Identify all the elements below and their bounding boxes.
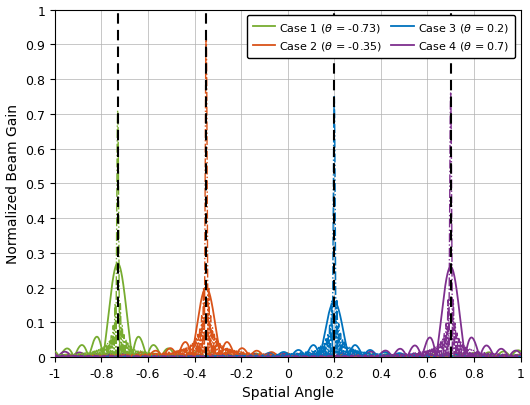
- Case 2 ($\theta$ = -0.35): [348, 354, 354, 359]
- Case 2 ($\theta$ = -0.35): [397, 353, 403, 358]
- Case 2 ($\theta$ = -0.35): [57, 355, 64, 360]
- Case 4 ($\theta$ = 0.7): [327, 352, 333, 357]
- Line: Case 4 ($\theta$ = 0.7): Case 4 ($\theta$ = 0.7): [55, 267, 520, 357]
- Case 2 ($\theta$ = -0.35): [220, 344, 227, 349]
- Case 1 ($\theta$ = -0.73): [75, 346, 82, 351]
- Line: Case 1 ($\theta$ = -0.73): Case 1 ($\theta$ = -0.73): [55, 264, 520, 357]
- Case 4 ($\theta$ = 0.7): [220, 352, 227, 357]
- Case 3 ($\theta$ = 0.2): [397, 351, 403, 356]
- Case 1 ($\theta$ = -0.73): [422, 354, 428, 358]
- Case 4 ($\theta$ = 0.7): [422, 344, 428, 349]
- Case 2 ($\theta$ = -0.35): [328, 352, 334, 357]
- Case 1 ($\theta$ = -0.73): [56, 355, 63, 360]
- Line: Case 2 ($\theta$ = -0.35): Case 2 ($\theta$ = -0.35): [55, 288, 520, 357]
- Case 1 ($\theta$ = -0.73): [328, 352, 334, 357]
- Case 1 ($\theta$ = -0.73): [517, 349, 524, 354]
- Legend: Case 1 ($\theta$ = -0.73), Case 2 ($\theta$ = -0.35), Case 3 ($\theta$ = 0.2), C: Case 1 ($\theta$ = -0.73), Case 2 ($\the…: [247, 16, 515, 59]
- Case 3 ($\theta$ = 0.2): [422, 353, 428, 358]
- Case 3 ($\theta$ = 0.2): [327, 305, 333, 310]
- Case 1 ($\theta$ = -0.73): [114, 261, 121, 266]
- Case 4 ($\theta$ = 0.7): [51, 351, 58, 356]
- Case 4 ($\theta$ = 0.7): [55, 355, 61, 360]
- Case 3 ($\theta$ = 0.2): [220, 352, 227, 357]
- Case 4 ($\theta$ = 0.7): [348, 353, 354, 358]
- Case 2 ($\theta$ = -0.35): [51, 352, 58, 357]
- Case 4 ($\theta$ = 0.7): [517, 351, 524, 356]
- Case 3 ($\theta$ = 0.2): [51, 354, 58, 359]
- Case 4 ($\theta$ = 0.7): [397, 346, 403, 351]
- Case 3 ($\theta$ = 0.2): [55, 355, 61, 360]
- Line: Case 3 ($\theta$ = 0.2): Case 3 ($\theta$ = 0.2): [55, 302, 520, 357]
- Case 3 ($\theta$ = 0.2): [517, 354, 524, 359]
- Case 4 ($\theta$ = 0.7): [75, 350, 82, 355]
- Case 1 ($\theta$ = -0.73): [397, 352, 403, 357]
- Case 1 ($\theta$ = -0.73): [51, 349, 58, 354]
- Case 3 ($\theta$ = 0.2): [331, 299, 338, 304]
- X-axis label: Spatial Angle: Spatial Angle: [242, 386, 334, 399]
- Case 1 ($\theta$ = -0.73): [220, 352, 227, 356]
- Case 1 ($\theta$ = -0.73): [348, 355, 354, 360]
- Case 2 ($\theta$ = -0.35): [422, 355, 428, 360]
- Case 3 ($\theta$ = 0.2): [75, 353, 82, 358]
- Case 2 ($\theta$ = -0.35): [517, 352, 524, 357]
- Case 4 ($\theta$ = 0.7): [447, 265, 454, 270]
- Case 2 ($\theta$ = -0.35): [75, 353, 82, 358]
- Y-axis label: Normalized Beam Gain: Normalized Beam Gain: [5, 104, 20, 264]
- Case 3 ($\theta$ = 0.2): [348, 348, 354, 353]
- Case 2 ($\theta$ = -0.35): [203, 286, 209, 290]
